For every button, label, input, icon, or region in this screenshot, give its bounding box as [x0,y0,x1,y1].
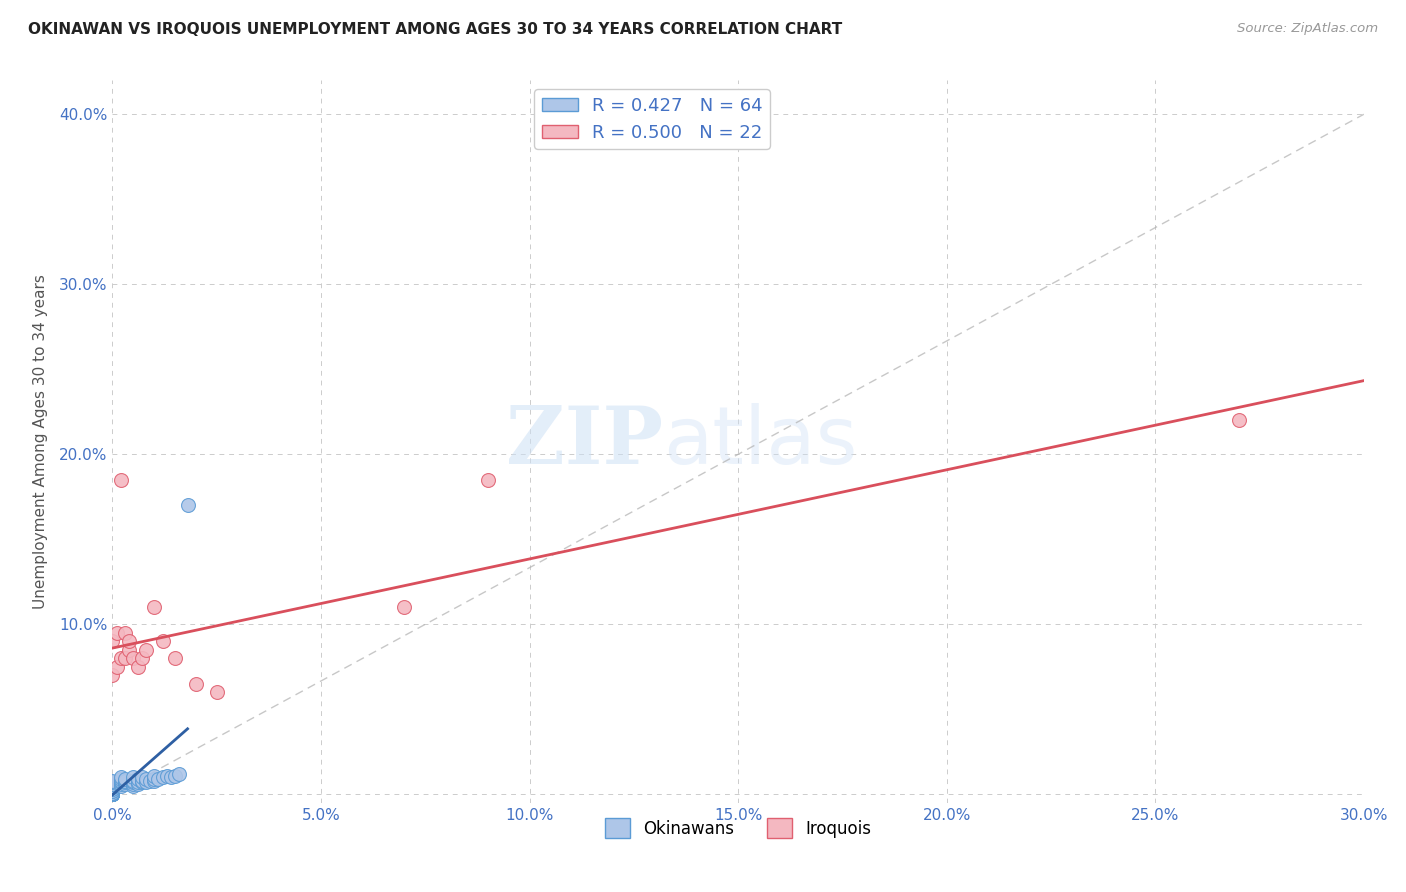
Point [101,787,124,801]
Point [114,777,136,791]
Point [127,660,149,674]
Text: OKINAWAN VS IROQUOIS UNEMPLOYMENT AMONG AGES 30 TO 34 YEARS CORRELATION CHART: OKINAWAN VS IROQUOIS UNEMPLOYMENT AMONG … [28,22,842,37]
Point [118,634,141,648]
Point [101,775,124,789]
Point [101,787,124,801]
Point [127,777,149,791]
Point [101,784,124,798]
Point [122,770,145,784]
Point [131,770,153,784]
Point [110,651,132,665]
Point [101,787,124,801]
Point [143,769,166,783]
Point [394,600,416,615]
Point [101,780,124,795]
Point [477,473,499,487]
Point [160,770,183,784]
Point [156,769,179,783]
Point [101,787,124,801]
Text: ZIP: ZIP [506,402,664,481]
Point [148,772,170,786]
Point [110,775,132,789]
Point [176,498,198,512]
Point [122,651,145,665]
Point [110,770,132,784]
Point [114,772,136,786]
Point [105,625,128,640]
Point [131,775,153,789]
Point [122,773,145,788]
Point [131,651,153,665]
Text: Source: ZipAtlas.com: Source: ZipAtlas.com [1237,22,1378,36]
Point [101,787,124,801]
Point [101,787,124,801]
Point [135,642,157,657]
Point [135,772,157,786]
Point [101,784,124,798]
Point [135,775,157,789]
Point [114,625,136,640]
Point [143,600,166,615]
Point [118,642,141,657]
Point [152,770,174,784]
Point [122,777,145,791]
Point [110,772,132,786]
Point [143,772,166,786]
Point [101,786,124,800]
Point [110,773,132,788]
Point [101,787,124,801]
Point [110,777,132,791]
Point [1227,413,1250,427]
Point [101,668,124,682]
Point [114,651,136,665]
Point [127,772,149,786]
Point [205,685,228,699]
Point [122,775,145,789]
Point [101,787,124,801]
Point [114,775,136,789]
Point [101,779,124,793]
Point [101,787,124,801]
Point [167,767,190,781]
Point [101,780,124,795]
Point [139,773,162,788]
Point [184,677,207,691]
Point [110,779,132,793]
Point [101,634,124,648]
Point [101,787,124,801]
Point [122,779,145,793]
Point [101,787,124,801]
Point [101,787,124,801]
Text: atlas: atlas [664,402,858,481]
Point [114,773,136,788]
Point [143,773,166,788]
Point [101,782,124,797]
Point [101,787,124,801]
Point [101,787,124,801]
Point [101,786,124,800]
Point [152,634,174,648]
Point [101,779,124,793]
Legend: Okinawans, Iroquois: Okinawans, Iroquois [598,812,879,845]
Point [101,777,124,791]
Point [110,473,132,487]
Point [163,769,186,783]
Point [127,775,149,789]
Point [101,786,124,800]
Point [131,773,153,788]
Point [101,777,124,791]
Point [101,773,124,788]
Y-axis label: Unemployment Among Ages 30 to 34 years: Unemployment Among Ages 30 to 34 years [32,274,48,609]
Point [163,651,186,665]
Point [101,782,124,797]
Point [105,660,128,674]
Point [101,787,124,801]
